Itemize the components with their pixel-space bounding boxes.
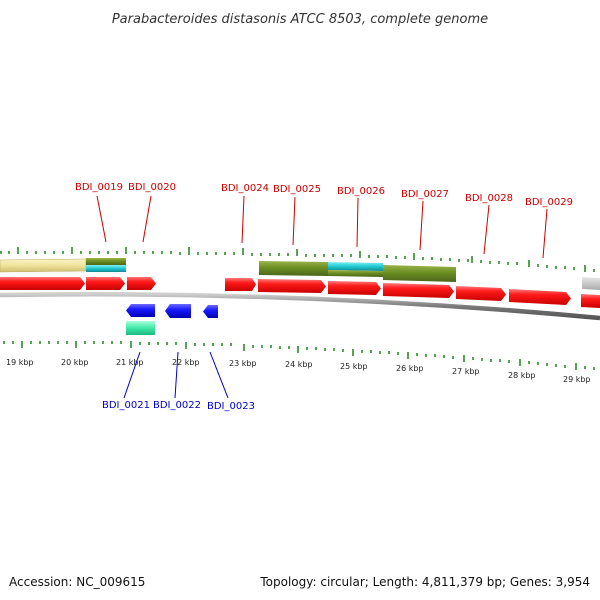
kbp-label: 23 kbp xyxy=(229,359,257,368)
kbp-label: 24 kbp xyxy=(285,360,313,369)
kbp-label: 27 kbp xyxy=(452,367,480,376)
gene-arrow-forward[interactable] xyxy=(258,279,326,293)
kbp-label: 26 kbp xyxy=(396,364,424,373)
genome-summary-text: Topology: circular; Length: 4,811,379 bp… xyxy=(259,575,590,589)
kbp-label: 22 kbp xyxy=(172,358,200,367)
position-labels: 19 kbp 20 kbp 21 kbp 22 kbp 23 kbp 24 kb… xyxy=(6,358,591,384)
gene-label-forward[interactable]: BDI_0027 xyxy=(401,189,449,200)
gene-arrow-forward[interactable] xyxy=(383,283,454,298)
feature-olive[interactable] xyxy=(328,270,383,277)
feature-track xyxy=(0,258,456,282)
feature-olive[interactable] xyxy=(383,265,456,282)
gene-label-forward[interactable]: BDI_0025 xyxy=(273,184,321,195)
gene-label-reverse[interactable]: BDI_0023 xyxy=(207,401,255,412)
gene-label-forward[interactable]: BDI_0026 xyxy=(337,186,385,197)
reverse-strand xyxy=(126,304,218,335)
gene-arrow-forward[interactable] xyxy=(328,281,381,295)
map-title: Parabacteroides distasonis ATCC 8503, co… xyxy=(112,12,488,27)
gene-label-forward[interactable]: BDI_0028 xyxy=(465,193,513,204)
forward-strand xyxy=(0,277,600,308)
gene-arrow-reverse[interactable] xyxy=(165,304,191,318)
gene-arrow-forward[interactable] xyxy=(581,294,600,308)
kbp-label: 28 kbp xyxy=(508,371,536,380)
upper-tick-row xyxy=(0,247,595,272)
reverse-label-leaders xyxy=(123,351,229,399)
feature-olive[interactable] xyxy=(259,261,328,276)
gene-arrow-forward[interactable] xyxy=(0,277,85,290)
kbp-label: 19 kbp xyxy=(6,358,34,367)
gene-label-forward[interactable]: BDI_0029 xyxy=(525,197,573,208)
gene-arrow-reverse[interactable] xyxy=(126,304,155,317)
feature-grey[interactable] xyxy=(582,277,600,290)
reverse-gene-labels: BDI_0021 BDI_0022 BDI_0023 xyxy=(102,400,255,412)
gene-arrow-reverse[interactable] xyxy=(203,305,218,318)
feature-cyan[interactable] xyxy=(328,262,383,271)
feature-khaki[interactable] xyxy=(0,258,87,273)
gene-arrow-forward[interactable] xyxy=(86,277,125,290)
accession-text: Accession: NC_009615 xyxy=(9,575,145,589)
gene-label-reverse[interactable]: BDI_0021 xyxy=(102,400,150,411)
kbp-label: 29 kbp xyxy=(563,375,591,384)
gene-label-forward[interactable]: BDI_0024 xyxy=(221,183,269,194)
kbp-label: 25 kbp xyxy=(340,362,368,371)
gene-label-forward[interactable]: BDI_0020 xyxy=(128,182,176,193)
gene-arrow-forward[interactable] xyxy=(509,289,571,305)
feature-cyan[interactable] xyxy=(86,265,126,272)
forward-label-leaders xyxy=(96,195,548,259)
gene-label-reverse[interactable]: BDI_0022 xyxy=(153,400,201,411)
gene-label-forward[interactable]: BDI_0019 xyxy=(75,182,123,193)
lower-tick-row xyxy=(3,341,595,370)
feature-olive[interactable] xyxy=(86,258,126,265)
kbp-label: 20 kbp xyxy=(61,358,89,367)
forward-gene-labels: BDI_0019 BDI_0020 BDI_0024 BDI_0025 BDI_… xyxy=(75,182,573,208)
genome-backbone xyxy=(0,291,600,321)
kbp-label: 21 kbp xyxy=(116,358,144,367)
gene-arrow-forward[interactable] xyxy=(225,278,256,291)
gene-arrow-forward[interactable] xyxy=(456,286,506,301)
feature-mint[interactable] xyxy=(126,321,155,335)
gene-arrow-forward[interactable] xyxy=(127,277,156,290)
